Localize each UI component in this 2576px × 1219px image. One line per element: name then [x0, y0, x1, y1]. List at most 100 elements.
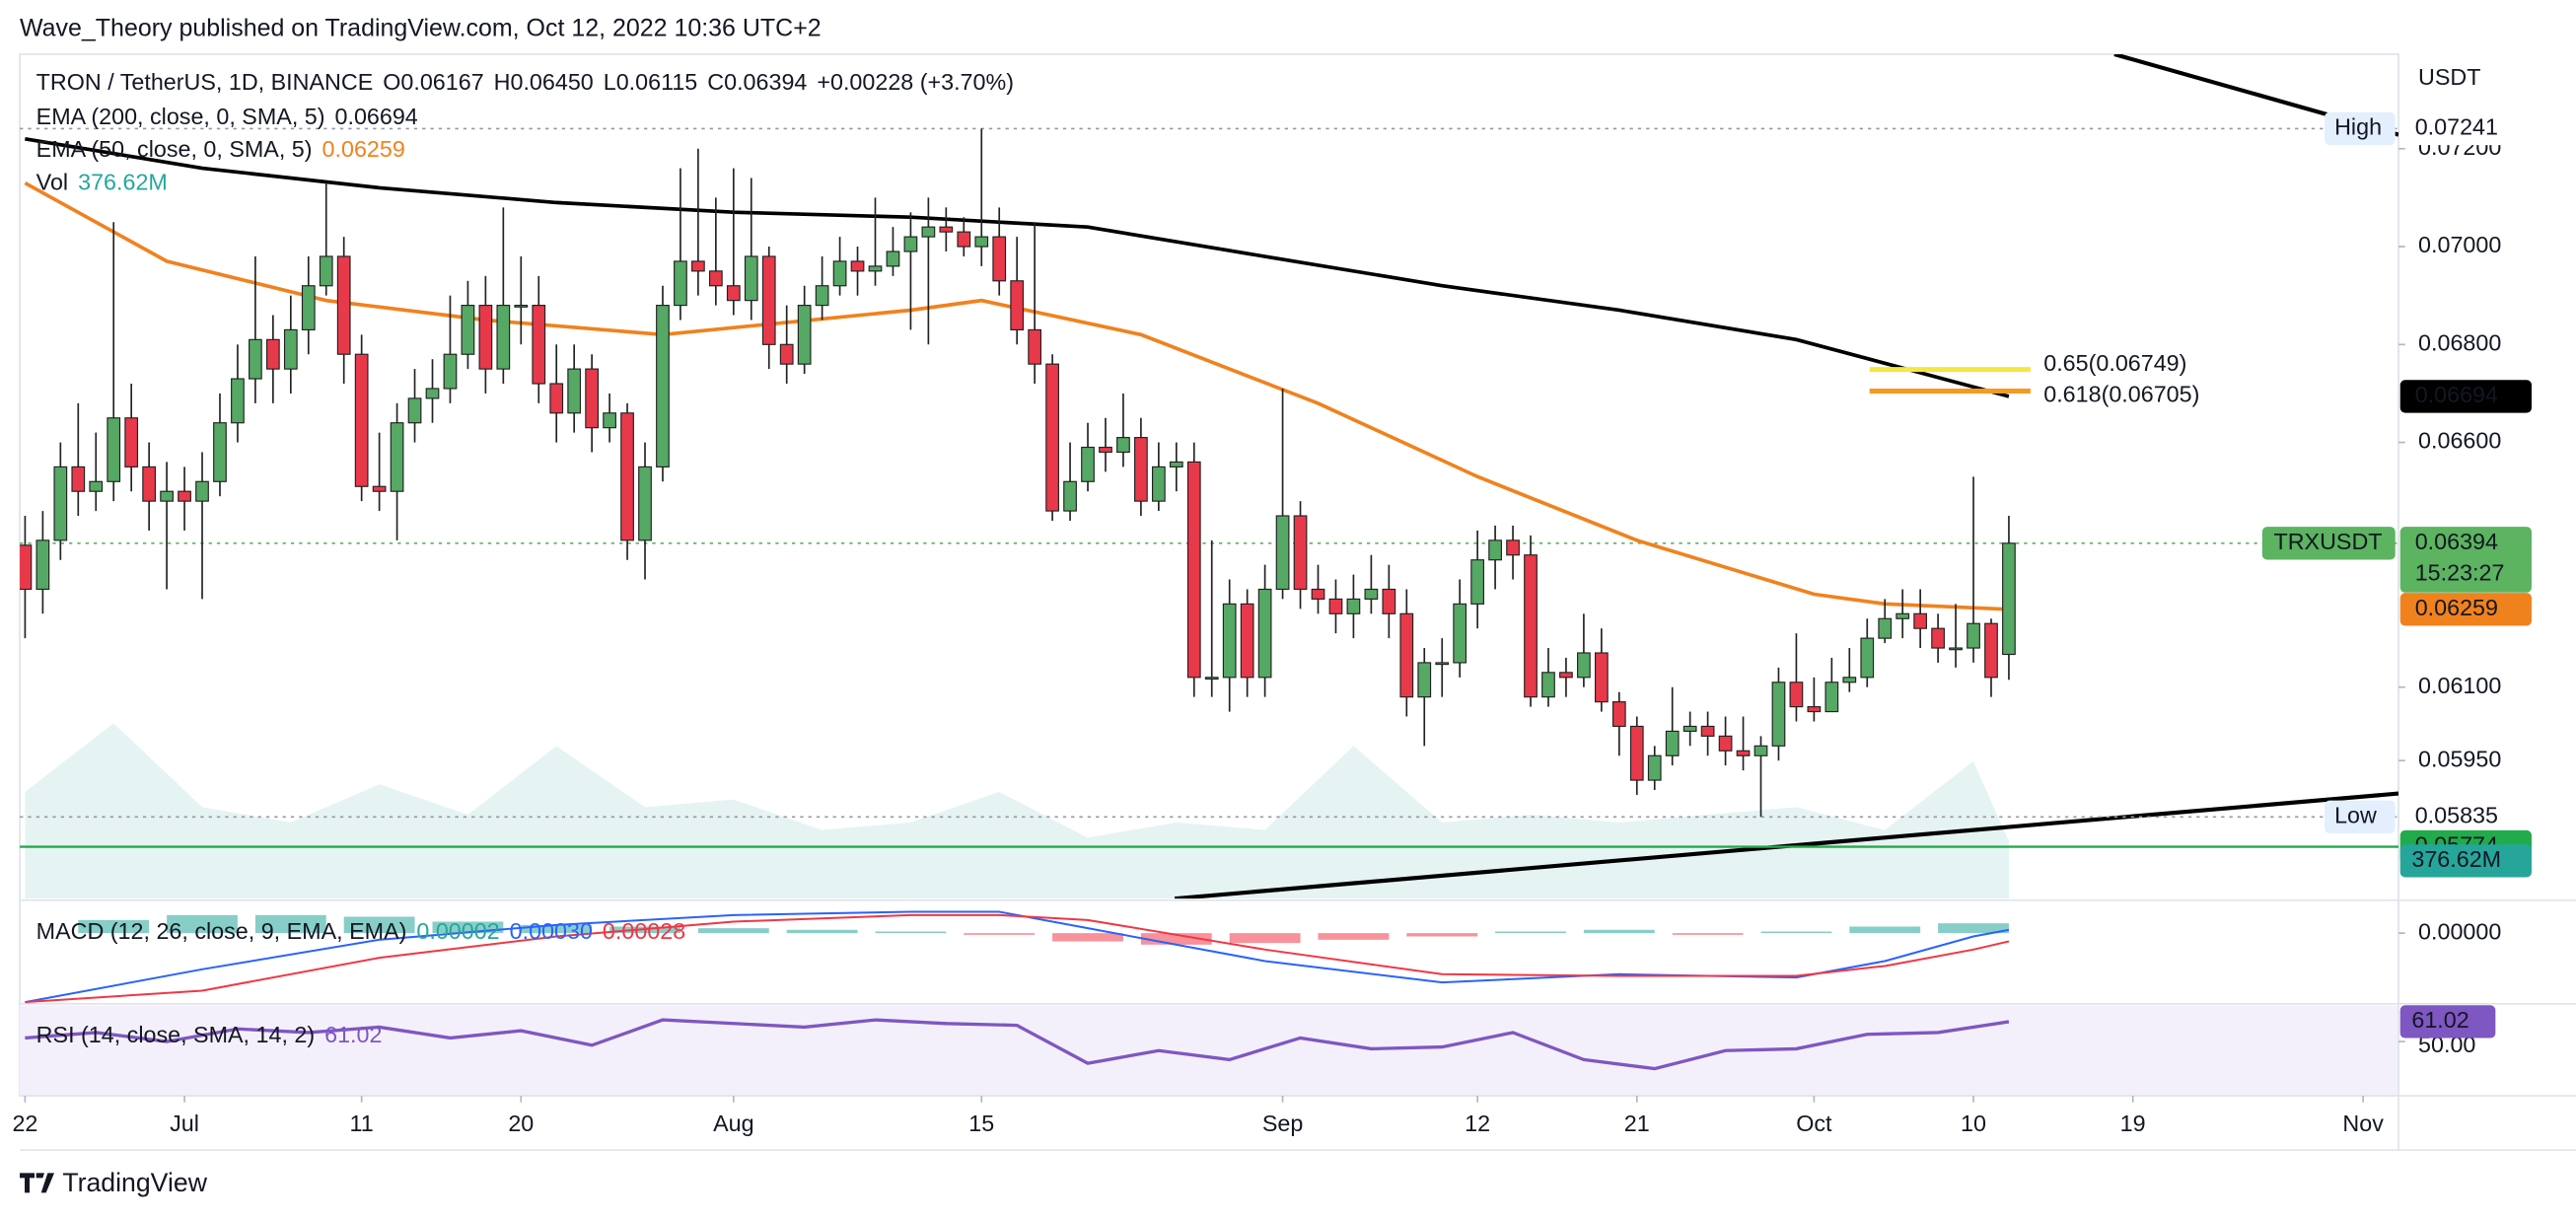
x-tick-label: Sep [1262, 1111, 1303, 1136]
candle-body [1204, 677, 1219, 681]
legend-name: Vol [36, 170, 68, 195]
candle-body [1063, 480, 1077, 512]
macd-histogram [964, 933, 1036, 935]
legend-name: RSI (14, close, SMA, 14, 2) [36, 1022, 315, 1047]
candle-body [425, 388, 440, 399]
legend-volume: Vol 376.62M [36, 170, 168, 195]
candle-body [1577, 652, 1591, 679]
candle-body [301, 285, 316, 330]
legend-indicator: EMA (200, close, 0, SMA, 5) 0.06694 [36, 104, 418, 129]
candle-body [974, 236, 989, 248]
candle-body [1045, 363, 1059, 512]
rsi-tag [2399, 1005, 2496, 1039]
candle-body [638, 466, 652, 541]
candle-body [390, 422, 404, 492]
macd-histogram [1318, 933, 1390, 940]
y-tick-label: 0.06600 [2418, 428, 2501, 454]
y-tick-label: 0.00000 [2418, 918, 2501, 944]
candle-body [36, 539, 50, 591]
candle-body [744, 255, 758, 302]
y-tick-label: 0.07000 [2418, 232, 2501, 257]
macd-histogram [1583, 929, 1655, 934]
candle-body [1807, 706, 1822, 713]
candle-body [1346, 598, 1361, 614]
candle-body [903, 236, 918, 252]
legend-symbol: TRON / TetherUS, 1D, BINANCE O0.06167 H0.0… [36, 69, 1014, 95]
x-tick-label: Nov [2342, 1111, 2384, 1136]
candle-body [1629, 725, 1644, 781]
candle-body [319, 255, 333, 287]
y-tick-label: 0.06100 [2418, 673, 2501, 698]
legend-value: 376.62M [78, 170, 168, 195]
candle-body [1328, 598, 1343, 614]
candle-body [1949, 647, 1963, 651]
candle-body [1488, 539, 1502, 561]
legend-indicator: EMA (50, close, 0, SMA, 5) 0.06259 [36, 136, 405, 162]
candle-body [850, 260, 865, 272]
logo [20, 1173, 55, 1193]
candle-body [567, 368, 582, 414]
candle-body [815, 285, 829, 307]
candle-body [514, 305, 529, 308]
macd-histogram [167, 914, 238, 934]
rsi-tag-label: 61.02 [2411, 1007, 2469, 1033]
candle-body [1524, 554, 1538, 698]
macd-histogram [1406, 933, 1478, 937]
candle-body [1364, 588, 1379, 600]
legend-name: MACD (12, 26, close, 9, EMA, EMA) [36, 918, 407, 944]
candle-body [1967, 622, 1980, 649]
candle-body [620, 412, 634, 541]
candle-body [1700, 725, 1715, 737]
price-tag-label: 0.06394 [2415, 529, 2498, 554]
candle-body [992, 236, 1007, 282]
macd-histogram [786, 929, 858, 934]
macd-histogram [1052, 933, 1123, 942]
price-tag-countdown: 15:23:27 [2415, 560, 2505, 586]
candle-body [1399, 612, 1414, 698]
x-tick-label: 21 [1624, 1111, 1650, 1136]
candle-body [336, 255, 351, 355]
candle-body [160, 490, 174, 502]
candle-body [1151, 466, 1166, 502]
candle-body [957, 231, 971, 248]
macd-histogram [432, 921, 504, 934]
footer-brand: TradingView [62, 1168, 207, 1197]
legend-value: 0.00002 [416, 918, 499, 944]
x-tick-label: 22 [12, 1111, 37, 1136]
candle-body [1134, 437, 1148, 502]
candle-body [1240, 603, 1254, 679]
macd-line [25, 910, 2010, 1004]
legend-name: EMA (200, close, 0, SMA, 5) [36, 104, 325, 129]
candle-body [1010, 280, 1025, 330]
candle-body [1611, 701, 1626, 728]
candle-body [1435, 662, 1450, 666]
candle-body [53, 466, 68, 541]
candle-body [1682, 725, 1697, 733]
candle-body [20, 544, 33, 591]
candle-body [1878, 617, 1893, 639]
candle-body [532, 305, 546, 385]
candle-body [1931, 627, 1945, 649]
candle-body [372, 485, 387, 492]
axis-unit: USDT [2418, 64, 2480, 90]
ema-line [24, 180, 2010, 611]
candle-body [1896, 612, 1910, 619]
legend-value: 0.00030 [510, 918, 593, 944]
price-tag-name [2325, 111, 2396, 146]
candle-body [1257, 588, 1272, 679]
candle-body [674, 260, 687, 307]
candle-body [1860, 637, 1875, 679]
y-tick-label: 0.05950 [2418, 746, 2501, 771]
price-tag [2399, 380, 2532, 413]
candle-body [1559, 672, 1573, 679]
candle-body [1541, 672, 1555, 698]
x-tick-label: Jul [170, 1111, 199, 1136]
price-tag-label: 0.05835 [2415, 802, 2498, 827]
fib-label: 0.618(0.06705) [2043, 382, 2199, 407]
macd-histogram [1760, 931, 1832, 934]
legend-value: 0.06259 [322, 136, 405, 162]
legend-macd: MACD (12, 26, close, 9, EMA, EMA) 0.00002… [36, 918, 686, 944]
x-tick-label: 19 [2120, 1111, 2146, 1136]
macd-histogram [697, 928, 769, 934]
candle-body [1222, 603, 1237, 679]
